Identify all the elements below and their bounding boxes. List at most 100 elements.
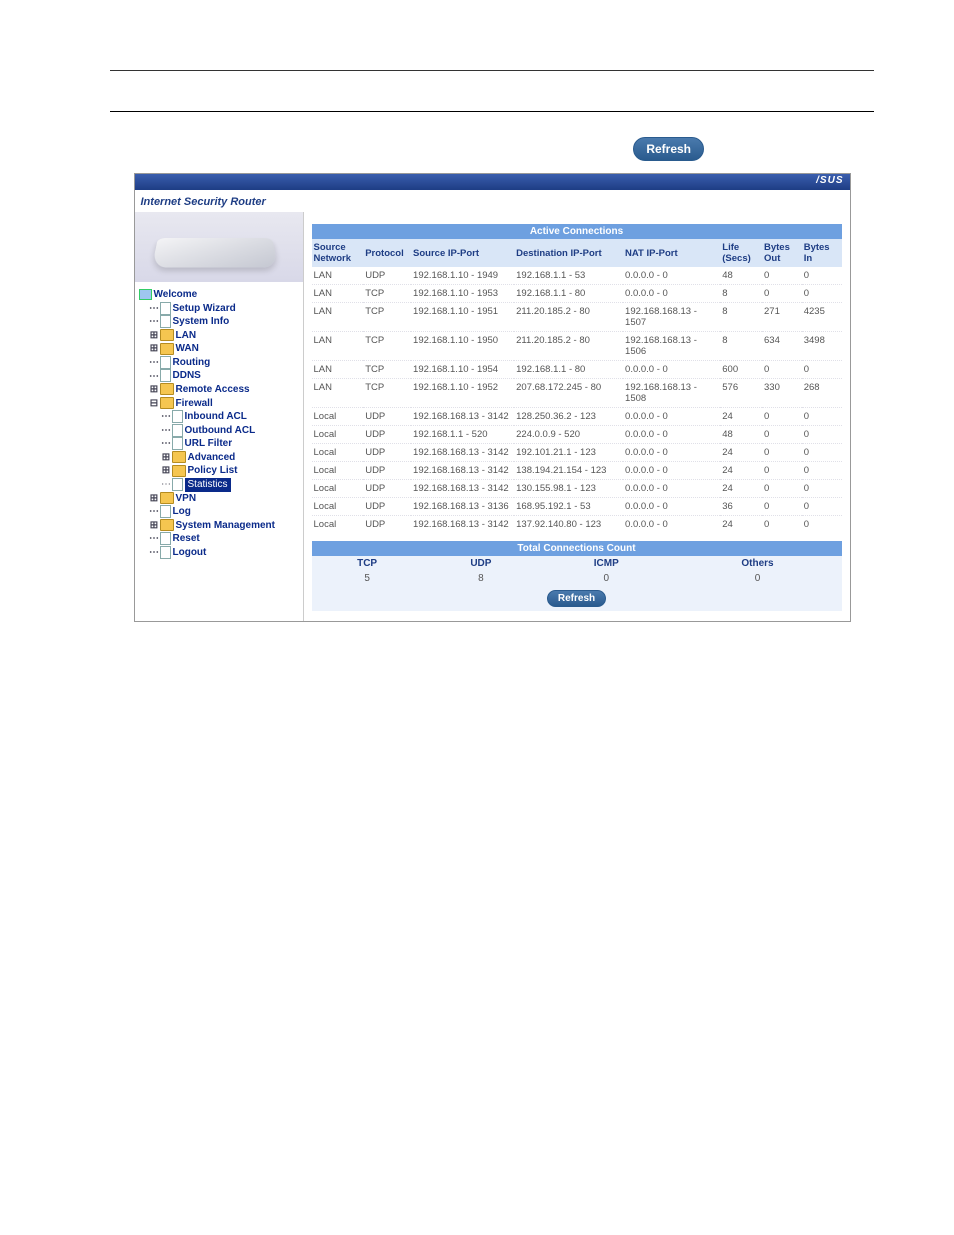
table-row: LANTCP192.168.1.10 - 1950211.20.185.2 - … <box>312 332 842 361</box>
folder-icon <box>172 465 186 477</box>
nav-outbound-acl[interactable]: ⋯Outbound ACL <box>139 424 299 438</box>
cell-net: Local <box>312 498 364 516</box>
cell-proto: UDP <box>363 498 411 516</box>
cell-dst: 138.194.21.154 - 123 <box>514 462 623 480</box>
cell-dst: 224.0.0.9 - 520 <box>514 426 623 444</box>
divider <box>110 111 874 112</box>
cell-src: 192.168.1.10 - 1949 <box>411 267 514 285</box>
cell-proto: UDP <box>363 516 411 534</box>
ui-title-text: Internet Security Router <box>141 196 266 208</box>
folder-icon <box>160 492 174 504</box>
col-bytes-out: Bytes Out <box>762 239 802 267</box>
nav-advanced[interactable]: ⊞Advanced <box>139 451 299 465</box>
nav-system-management[interactable]: ⊞System Management <box>139 519 299 533</box>
cell-dst: 211.20.185.2 - 80 <box>514 332 623 361</box>
cell-nat: 192.168.168.13 - 1508 <box>623 379 720 408</box>
cell-dst: 192.168.1.1 - 80 <box>514 285 623 303</box>
cell-net: Local <box>312 480 364 498</box>
table-row: LocalUDP192.168.168.13 - 3142130.155.98.… <box>312 480 842 498</box>
nav-tree: Welcome ⋯Setup Wizard ⋯System Info ⊞LAN … <box>135 282 303 570</box>
cell-life: 24 <box>720 462 762 480</box>
page-icon <box>160 546 171 559</box>
router-shape <box>151 238 278 268</box>
cell-proto: UDP <box>363 480 411 498</box>
cell-life: 600 <box>720 361 762 379</box>
table-row: LANUDP192.168.1.10 - 1949192.168.1.1 - 5… <box>312 267 842 285</box>
cell-bout: 0 <box>762 426 802 444</box>
cell-net: Local <box>312 444 364 462</box>
ui-body: Welcome ⋯Setup Wizard ⋯System Info ⊞LAN … <box>135 212 850 621</box>
cell-src: 192.168.1.10 - 1950 <box>411 332 514 361</box>
nav-welcome[interactable]: Welcome <box>139 288 299 302</box>
cell-life: 576 <box>720 379 762 408</box>
folder-icon <box>160 519 174 531</box>
col-nat-ip: NAT IP-Port <box>623 239 720 267</box>
cell-nat: 0.0.0.0 - 0 <box>623 361 720 379</box>
left-column: Welcome ⋯Setup Wizard ⋯System Info ⊞LAN … <box>135 212 304 621</box>
nav-policy-list[interactable]: ⊞Policy List <box>139 464 299 478</box>
cell-net: LAN <box>312 285 364 303</box>
totals-icmp: 0 <box>539 571 673 586</box>
nav-logout[interactable]: ⋯Logout <box>139 546 299 560</box>
cell-bout: 0 <box>762 462 802 480</box>
nav-url-filter[interactable]: ⋯URL Filter <box>139 437 299 451</box>
nav-routing[interactable]: ⋯Routing <box>139 356 299 370</box>
active-connections-table: Active Connections Source Network Protoc… <box>312 224 842 533</box>
cell-src: 192.168.1.10 - 1951 <box>411 303 514 332</box>
cell-nat: 0.0.0.0 - 0 <box>623 408 720 426</box>
nav-firewall[interactable]: ⊟Firewall <box>139 397 299 411</box>
cell-dst: 207.68.172.245 - 80 <box>514 379 623 408</box>
refresh-button-inline[interactable]: Refresh <box>547 590 606 607</box>
cell-bout: 0 <box>762 480 802 498</box>
table-row: LocalUDP192.168.168.13 - 3142128.250.36.… <box>312 408 842 426</box>
cell-bout: 0 <box>762 498 802 516</box>
cell-net: LAN <box>312 379 364 408</box>
cell-bin: 0 <box>802 267 842 285</box>
cell-dst: 192.168.1.1 - 80 <box>514 361 623 379</box>
cell-bout: 271 <box>762 303 802 332</box>
cell-bout: 0 <box>762 516 802 534</box>
cell-bin: 3498 <box>802 332 842 361</box>
col-dst-ip: Destination IP-Port <box>514 239 623 267</box>
page-icon <box>172 424 183 437</box>
totals-tcp-label: TCP <box>312 556 423 571</box>
cell-net: Local <box>312 426 364 444</box>
totals-table: Total Connections Count TCP UDP ICMP Oth… <box>312 541 842 611</box>
cell-net: Local <box>312 408 364 426</box>
table-row: LANTCP192.168.1.10 - 1952207.68.172.245 … <box>312 379 842 408</box>
cell-dst: 192.168.1.1 - 53 <box>514 267 623 285</box>
cell-nat: 0.0.0.0 - 0 <box>623 267 720 285</box>
cell-bin: 0 <box>802 444 842 462</box>
cell-bout: 0 <box>762 444 802 462</box>
nav-vpn[interactable]: ⊞VPN <box>139 492 299 506</box>
page: Refresh /SUS Internet Security Router We… <box>0 0 954 682</box>
page-icon <box>160 356 171 369</box>
cell-life: 48 <box>720 267 762 285</box>
logo: /SUS <box>816 175 843 186</box>
nav-remote-access[interactable]: ⊞Remote Access <box>139 383 299 397</box>
cell-bin: 0 <box>802 285 842 303</box>
cell-proto: UDP <box>363 426 411 444</box>
cell-proto: TCP <box>363 303 411 332</box>
nav-log[interactable]: ⋯Log <box>139 505 299 519</box>
nav-inbound-acl[interactable]: ⋯Inbound ACL <box>139 410 299 424</box>
router-ui-screenshot: /SUS Internet Security Router Welcome ⋯S… <box>134 173 851 622</box>
nav-wan[interactable]: ⊞WAN <box>139 342 299 356</box>
nav-system-info[interactable]: ⋯System Info <box>139 315 299 329</box>
nav-statistics[interactable]: ⋯Statistics <box>139 478 299 492</box>
nav-ddns[interactable]: ⋯DDNS <box>139 369 299 383</box>
nav-reset[interactable]: ⋯Reset <box>139 532 299 546</box>
top-divider <box>110 70 874 71</box>
cell-nat: 0.0.0.0 - 0 <box>623 480 720 498</box>
page-icon <box>172 437 183 450</box>
table-row: LANTCP192.168.1.10 - 1953192.168.1.1 - 8… <box>312 285 842 303</box>
folder-icon <box>172 451 186 463</box>
refresh-button[interactable]: Refresh <box>633 137 704 161</box>
totals-udp-label: UDP <box>423 556 539 571</box>
table-title: Active Connections <box>312 224 842 239</box>
nav-lan[interactable]: ⊞LAN <box>139 329 299 343</box>
totals-others-label: Others <box>673 556 841 571</box>
col-proto: Protocol <box>363 239 411 267</box>
cell-nat: 0.0.0.0 - 0 <box>623 516 720 534</box>
nav-setup-wizard[interactable]: ⋯Setup Wizard <box>139 302 299 316</box>
